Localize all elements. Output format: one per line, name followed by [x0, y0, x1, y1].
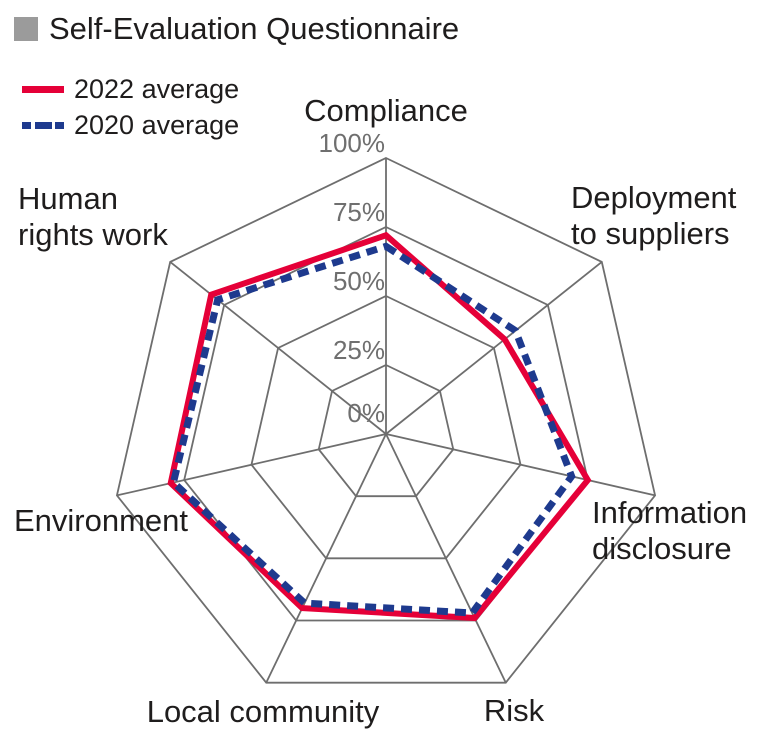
grid-ring-100	[115, 157, 657, 684]
legend-solid-bar	[22, 86, 64, 93]
title-row: Self-Evaluation Questionnaire	[14, 11, 459, 47]
tick-label-0: 0%	[347, 398, 385, 428]
axis-label-environment: Environment	[14, 503, 189, 538]
legend-item-2020: 2020 average	[22, 110, 239, 141]
legend-label-2022: 2022 average	[74, 74, 240, 104]
tick-label-25: 25%	[333, 335, 385, 365]
series-line-2022-average	[167, 231, 592, 622]
axis-label-local-community: Local community	[146, 694, 380, 729]
tick-label-75: 75%	[333, 197, 385, 227]
tick-label-100: 100%	[319, 128, 386, 158]
grid-ring-75	[183, 226, 589, 622]
axis-label-information-disclosure: Information disclosure	[592, 495, 748, 566]
axis-label-human-rights-work: Human rights work	[18, 181, 168, 252]
tick-label-50: 50%	[333, 266, 385, 296]
legend-dash-segment	[34, 122, 52, 129]
legend-label-2020: 2020 average	[74, 110, 240, 140]
legend-swatch-solid-line-icon	[22, 86, 64, 93]
title-bullet-icon	[14, 17, 38, 41]
legend-swatch-dashed-line-icon	[22, 122, 64, 129]
axis-label-risk: Risk	[483, 693, 545, 728]
legend: 2022 average 2020 average	[22, 74, 239, 141]
legend-dash-segment	[22, 122, 31, 129]
page-title: Self-Evaluation Questionnaire	[49, 11, 460, 46]
legend-dash-segment	[55, 122, 64, 129]
grid-ring-50	[250, 295, 522, 560]
legend-item-2022: 2022 average	[22, 74, 239, 105]
series-line-2020-average	[169, 242, 576, 617]
grid-ring-25	[317, 364, 455, 498]
axis-label-deployment-to-suppliers: Deployment to suppliers	[571, 180, 737, 251]
axis-label-compliance: Compliance	[304, 93, 468, 128]
